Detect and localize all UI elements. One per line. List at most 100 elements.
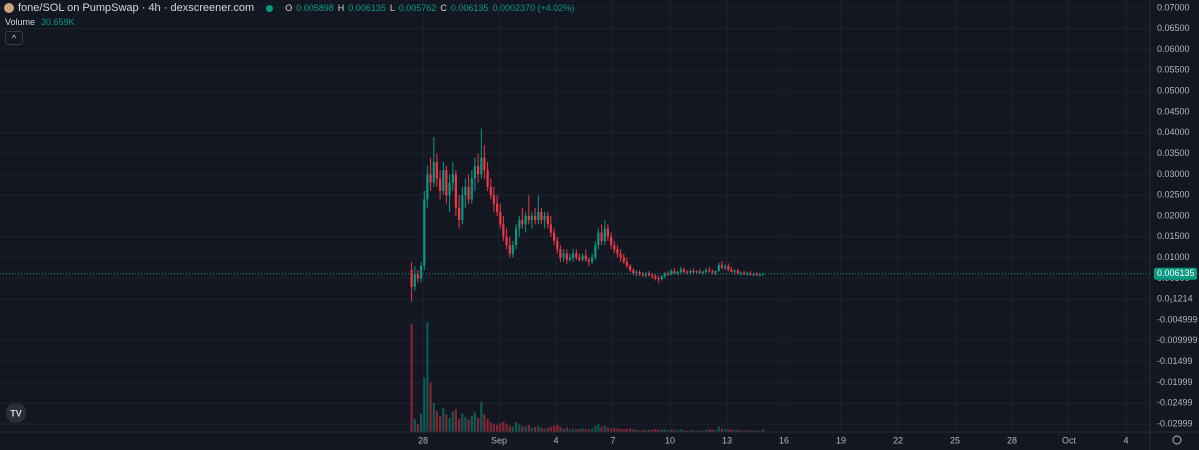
- candle-body: [616, 249, 619, 254]
- volume-bar: [568, 429, 571, 432]
- candle-body: [429, 174, 432, 183]
- volume-bar: [575, 429, 578, 432]
- candle-body: [508, 245, 511, 254]
- candle-body: [591, 257, 594, 262]
- candle-body: [521, 220, 524, 225]
- candle-body: [467, 186, 470, 200]
- volume-bar: [720, 428, 723, 432]
- ohlc-value: 0.006135: [450, 3, 489, 13]
- candle-body: [632, 270, 635, 274]
- candle-body: [483, 157, 486, 171]
- candle-body: [556, 240, 559, 250]
- candle-body: [448, 182, 451, 196]
- candle-body: [711, 271, 714, 273]
- volume-bar: [549, 426, 552, 432]
- volume-bar: [708, 429, 711, 432]
- candle-body: [762, 273, 765, 275]
- volume-bar: [533, 426, 537, 432]
- chart-title: fone/SOL on PumpSwap · 4h · dexscreener.…: [18, 2, 255, 14]
- volume-bar: [591, 428, 594, 432]
- volume-bar: [635, 429, 638, 432]
- volume-bar: [461, 413, 464, 432]
- volume-pane: [410, 322, 765, 432]
- candle-body: [717, 265, 720, 271]
- volume-bar: [489, 422, 492, 432]
- tv-logo: TV: [6, 403, 26, 423]
- volume-bar: [755, 430, 758, 432]
- volume-bar: [758, 430, 761, 432]
- candle-body: [629, 265, 632, 271]
- volume-bar: [442, 408, 445, 432]
- y-tick-label: 0.05000: [1157, 86, 1190, 96]
- volume-bar: [682, 430, 685, 432]
- volume-bar: [530, 427, 533, 432]
- y-tick-label: 0.04500: [1157, 106, 1190, 116]
- candle-body: [644, 273, 647, 276]
- candle-body: [619, 253, 622, 258]
- last-price-tag: [1154, 267, 1197, 280]
- volume-bar: [410, 323, 413, 432]
- candle-body: [549, 224, 552, 233]
- volume-bar: [435, 410, 438, 432]
- candle-body: [635, 272, 638, 274]
- ohlc-value: 0.005898: [296, 3, 334, 13]
- volume-bar: [508, 425, 511, 432]
- volume-bar: [565, 427, 568, 432]
- x-tick-label: 10: [665, 435, 675, 445]
- candle-body: [724, 266, 727, 268]
- collapse-button[interactable]: ^: [5, 31, 23, 45]
- x-tick-label: 28: [418, 435, 428, 445]
- grid: [0, 0, 1150, 432]
- volume-bar: [470, 415, 473, 432]
- volume-bar: [480, 402, 483, 432]
- volume-bar: [464, 417, 467, 432]
- candle-body: [679, 269, 682, 273]
- candle-body: [755, 273, 758, 276]
- candle-body: [416, 274, 419, 279]
- y-tick-label: 0.03000: [1157, 169, 1190, 179]
- volume-bar: [743, 430, 746, 432]
- candle-body: [597, 232, 600, 246]
- ohlc-value: 0.006135: [348, 3, 386, 13]
- volume-bar: [613, 428, 616, 432]
- gear[interactable]: [1172, 435, 1182, 445]
- x-tick-label: 22: [893, 435, 903, 445]
- volume-bar: [546, 427, 549, 432]
- candle-body: [438, 178, 442, 192]
- candle-body: [686, 271, 689, 273]
- volume-bar: [733, 430, 736, 432]
- candle-body: [524, 216, 527, 225]
- volume-bar: [426, 322, 429, 432]
- volume-bar: [638, 430, 641, 432]
- volume-bar: [657, 429, 660, 432]
- volume-bar: [641, 429, 644, 432]
- candle-body: [499, 211, 502, 225]
- candle-body: [682, 269, 685, 272]
- volume-legend: Volume 30.659K: [5, 17, 75, 27]
- candle-body: [575, 253, 578, 258]
- volume-bar: [673, 429, 676, 432]
- volume-bar: [594, 425, 597, 432]
- volume-bar: [448, 417, 451, 432]
- volume-bar: [610, 428, 613, 432]
- token-icon: [4, 3, 14, 13]
- volume-bar: [597, 424, 600, 432]
- volume-bar: [457, 418, 461, 432]
- volume-bar: [692, 430, 695, 432]
- volume-bar: [695, 430, 698, 432]
- volume-bar: [486, 418, 489, 432]
- candle-body: [432, 161, 435, 183]
- volume-bar: [629, 428, 632, 432]
- settings-icon[interactable]: [1172, 435, 1182, 445]
- candle-body: [562, 253, 565, 258]
- volume-bar: [552, 425, 556, 432]
- volume-bar: [600, 426, 603, 432]
- y-tick-label: -0.01499: [1157, 356, 1193, 366]
- candle-body: [505, 236, 508, 246]
- volume-bar: [438, 416, 442, 432]
- candle-body: [708, 270, 711, 272]
- candle-body: [600, 232, 603, 241]
- volume-bar: [581, 428, 584, 432]
- volume-bar: [730, 429, 733, 432]
